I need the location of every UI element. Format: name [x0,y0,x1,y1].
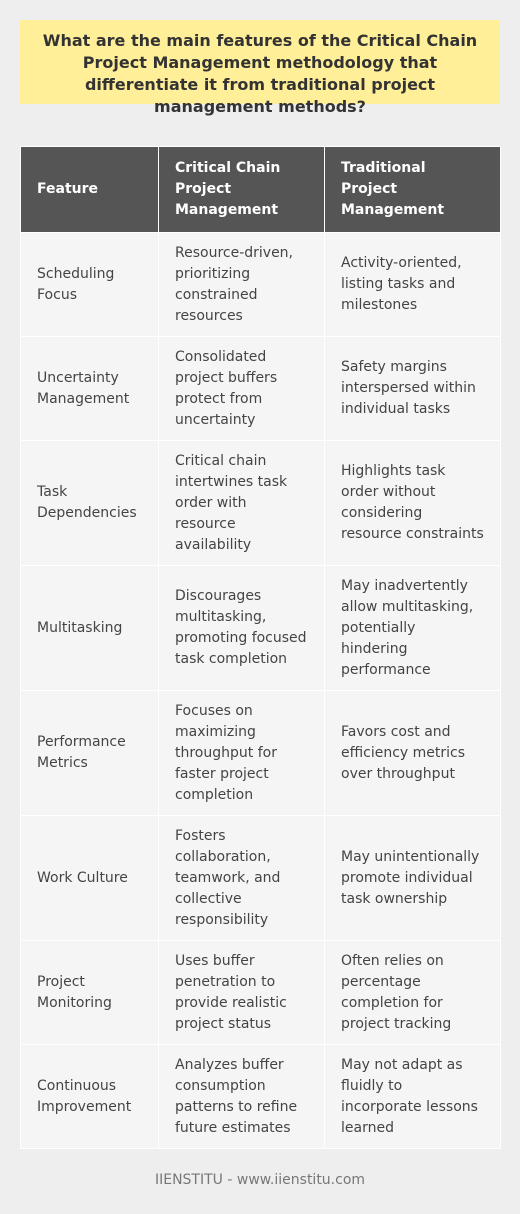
table-row: Performance Metrics Focuses on maximizin… [20,690,501,816]
ccpm-cell: Focuses on maximizing throughput for fas… [158,690,325,816]
traditional-cell: Highlights task order without considerin… [324,440,501,566]
traditional-cell: Often relies on percentage completion fo… [324,940,501,1045]
traditional-cell: Safety margins interspersed within indiv… [324,336,501,441]
table-row: Uncertainty Management Consolidated proj… [20,336,501,441]
traditional-cell: May unintentionally promote individual t… [324,815,501,941]
table-row: Multitasking Discourages multitasking, p… [20,565,501,691]
feature-comparison-table: Feature Critical Chain Project Managemen… [20,146,501,1149]
table-row: Work Culture Fosters collaboration, team… [20,815,501,941]
feature-cell: Uncertainty Management [20,336,159,441]
traditional-cell: Activity-oriented, listing tasks and mil… [324,232,501,337]
traditional-cell: May inadvertently allow multitasking, po… [324,565,501,691]
ccpm-cell: Uses buffer penetration to provide reali… [158,940,325,1045]
table-row: Continuous Improvement Analyzes buffer c… [20,1044,501,1149]
feature-cell: Work Culture [20,815,159,941]
header-traditional: Traditional Project Management [324,146,501,233]
header-critical-chain: Critical Chain Project Management [158,146,325,233]
feature-cell: Multitasking [20,565,159,691]
ccpm-cell: Discourages multitasking, promoting focu… [158,565,325,691]
page-title: What are the main features of the Critic… [20,20,500,116]
table-header-row: Feature Critical Chain Project Managemen… [20,146,501,233]
ccpm-cell: Critical chain intertwines task order wi… [158,440,325,566]
ccpm-cell: Consolidated project buffers protect fro… [158,336,325,441]
ccpm-cell: Fosters collaboration, teamwork, and col… [158,815,325,941]
feature-cell: Performance Metrics [20,690,159,816]
table-row: Task Dependencies Critical chain intertw… [20,440,501,566]
footer-credit: IIENSTITU - www.iienstitu.com [154,1172,366,1188]
feature-cell: Project Monitoring [20,940,159,1045]
header-feature: Feature [20,146,159,233]
feature-cell: Task Dependencies [20,440,159,566]
traditional-cell: Favors cost and efficiency metrics over … [324,690,501,816]
feature-cell: Scheduling Focus [20,232,159,337]
traditional-cell: May not adapt as fluidly to incorporate … [324,1044,501,1149]
table-row: Scheduling Focus Resource-driven, priori… [20,232,501,337]
table-row: Project Monitoring Uses buffer penetrati… [20,940,501,1045]
ccpm-cell: Resource-driven, prioritizing constraine… [158,232,325,337]
feature-cell: Continuous Improvement [20,1044,159,1149]
ccpm-cell: Analyzes buffer consumption patterns to … [158,1044,325,1149]
